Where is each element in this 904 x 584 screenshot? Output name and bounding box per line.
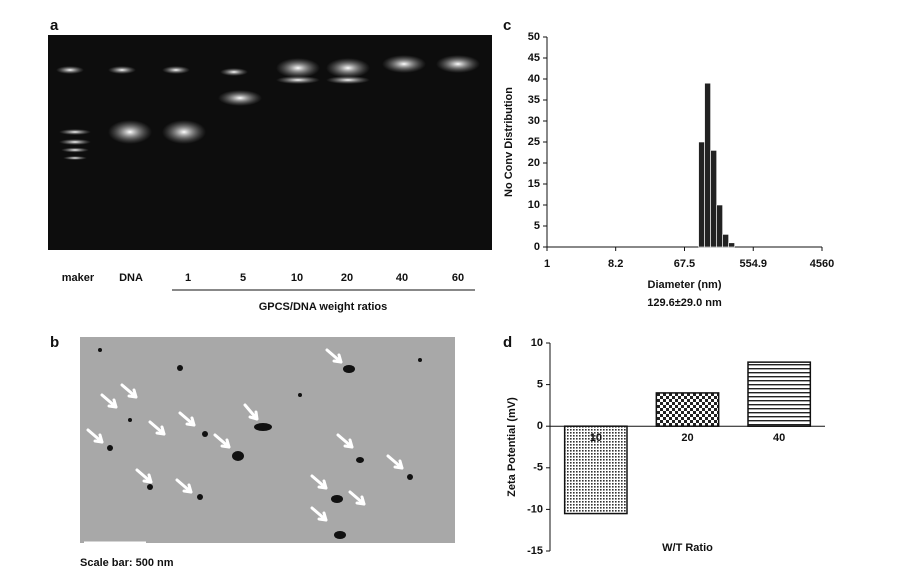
- lane-label: 1: [185, 272, 191, 284]
- bar: [722, 234, 729, 248]
- x-tick-label: 1: [544, 258, 550, 270]
- bar: [716, 204, 723, 248]
- y-tick-label: 0: [537, 420, 543, 432]
- gel-image: [48, 35, 492, 250]
- lane-label: 40: [396, 272, 408, 284]
- y-tick-label: 10: [531, 337, 543, 349]
- panel-label: a: [50, 17, 59, 34]
- y-tick-label: 5: [534, 220, 540, 232]
- y-tick-label: 5: [537, 379, 543, 391]
- x-tick-label: 10: [590, 432, 602, 444]
- bar: [728, 242, 735, 248]
- y-tick-label: 25: [528, 136, 540, 148]
- x-tick-label: 4560: [810, 258, 834, 270]
- x-tick-label: 67.5: [674, 258, 695, 270]
- annotation: 129.6±29.0 nm: [647, 297, 722, 309]
- y-tick-label: 15: [528, 178, 540, 190]
- panel-label: b: [50, 334, 59, 351]
- y-tick-label: -5: [533, 462, 543, 474]
- lane-label: DNA: [119, 272, 143, 284]
- bar: [655, 392, 720, 427]
- x-axis-label: Diameter (nm): [648, 279, 722, 291]
- y-tick-label: 10: [528, 199, 540, 211]
- y-tick-label: -10: [527, 503, 543, 515]
- lane-label: 10: [291, 272, 303, 284]
- bar: [704, 82, 711, 248]
- bar: [563, 425, 628, 515]
- bar: [710, 150, 717, 248]
- x-tick-label: 8.2: [608, 258, 623, 270]
- y-tick-label: 45: [528, 52, 540, 64]
- y-axis-label: No Conv Distribution: [503, 87, 515, 197]
- x-axis-label: W/T Ratio: [662, 542, 713, 554]
- bar: [747, 361, 812, 427]
- gel-caption: GPCS/DNA weight ratios: [259, 301, 388, 313]
- y-axis-label: Zeta Potential (mV): [506, 397, 518, 497]
- bar: [698, 141, 705, 248]
- lane-label: 5: [240, 272, 246, 284]
- lane-label: 20: [341, 272, 353, 284]
- lane-label: maker: [62, 272, 95, 284]
- panel-label: c: [503, 17, 511, 34]
- scale-bar-label: Scale bar: 500 nm: [80, 557, 174, 569]
- tem-image: [80, 337, 455, 545]
- y-tick-label: 0: [534, 241, 540, 253]
- y-tick-label: 30: [528, 115, 540, 127]
- y-tick-label: 35: [528, 94, 540, 106]
- x-tick-label: 20: [681, 432, 693, 444]
- panel-label: d: [503, 334, 512, 351]
- y-tick-label: 20: [528, 157, 540, 169]
- y-tick-label: 40: [528, 73, 540, 85]
- y-tick-label: 50: [528, 31, 540, 43]
- lane-label: 60: [452, 272, 464, 284]
- y-tick-label: -15: [527, 545, 543, 557]
- x-tick-label: 40: [773, 432, 785, 444]
- x-tick-label: 554.9: [739, 258, 767, 270]
